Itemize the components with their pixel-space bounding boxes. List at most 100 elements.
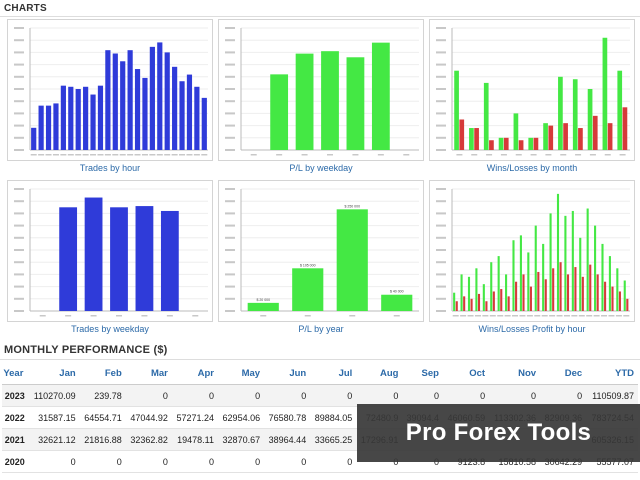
x-tick-mark xyxy=(560,154,567,156)
x-tick-mark xyxy=(301,154,308,156)
y-tick-mark xyxy=(436,188,446,190)
table-cell: 62954.06 xyxy=(217,406,265,429)
x-tick-mark xyxy=(456,154,463,156)
y-tick-mark xyxy=(436,310,446,312)
chart-pl-by-weekday xyxy=(218,19,424,161)
chart-bar xyxy=(45,105,52,150)
y-tick-mark xyxy=(225,75,235,78)
monthly-performance-title: MONTHLY PERFORMANCE ($) xyxy=(4,344,168,356)
y-tick-mark xyxy=(436,224,446,227)
x-tick-mark xyxy=(482,315,489,317)
x-tick-mark xyxy=(534,315,541,317)
chart-bar xyxy=(485,301,488,311)
chart-bar xyxy=(528,137,534,150)
table-cell: 0 xyxy=(79,450,126,473)
y-tick-mark xyxy=(225,112,235,115)
x-tick-mark xyxy=(593,315,600,317)
chart-bar xyxy=(97,85,104,150)
chart-bar xyxy=(622,107,628,150)
chart-bar xyxy=(489,140,494,150)
y-tick-mark xyxy=(225,224,235,227)
y-tick-mark xyxy=(14,224,24,227)
chart-trades-by-weekday xyxy=(7,180,213,322)
x-tick-mark xyxy=(116,315,122,317)
chart-caption-trades-by-weekday: Trades by weekday xyxy=(71,324,149,334)
table-cell: 110270.09 xyxy=(28,384,80,407)
chart-bar xyxy=(601,243,604,311)
chart-bar xyxy=(527,252,530,311)
x-tick-mark xyxy=(141,315,148,317)
table-cell: 76580.78 xyxy=(264,406,311,429)
x-tick-mark xyxy=(90,154,97,156)
chart-bar xyxy=(455,301,458,311)
chart-bar xyxy=(607,123,613,150)
column-header-mar: Mar xyxy=(125,364,172,385)
chart-bar xyxy=(194,86,200,150)
x-tick-mark xyxy=(504,315,511,317)
x-tick-mark xyxy=(82,154,89,156)
chart-bar xyxy=(542,243,545,311)
row-year-cell: 2023 xyxy=(2,384,29,407)
x-tick-mark xyxy=(500,154,507,156)
x-tick-mark xyxy=(127,154,134,156)
chart-bar xyxy=(90,94,96,150)
y-tick-mark xyxy=(14,112,24,115)
chart-bar xyxy=(110,207,128,311)
chart-bar xyxy=(549,213,552,311)
y-tick-mark xyxy=(436,124,446,127)
y-tick-mark xyxy=(14,200,24,203)
table-cell: 89884.05 xyxy=(310,406,357,429)
chart-bar xyxy=(579,237,582,311)
x-tick-mark xyxy=(179,154,186,156)
x-tick-mark xyxy=(497,315,504,317)
y-tick-mark xyxy=(225,188,235,190)
chart-bar xyxy=(295,53,314,151)
chart-bar xyxy=(112,53,118,150)
y-tick-mark xyxy=(14,136,24,139)
x-tick-mark xyxy=(149,154,156,156)
chart-bar xyxy=(529,286,532,311)
x-tick-mark xyxy=(460,315,467,317)
chart-bar xyxy=(604,281,607,311)
chart-caption-pl-by-weekday: P/L by weekday xyxy=(289,163,353,173)
x-tick-mark xyxy=(471,154,478,156)
chart-bar xyxy=(616,268,619,311)
chart-bar xyxy=(534,225,537,311)
y-tick-mark xyxy=(436,212,446,215)
x-tick-mark xyxy=(530,154,537,156)
column-header-sep: Sep xyxy=(402,364,443,385)
x-tick-mark xyxy=(377,154,384,156)
chart-bar xyxy=(572,79,578,150)
chart-bar xyxy=(515,281,518,311)
table-cell: 0 xyxy=(540,384,587,407)
y-tick-mark xyxy=(436,285,446,288)
y-tick-mark xyxy=(225,27,235,29)
x-tick-mark xyxy=(112,154,119,156)
x-tick-mark xyxy=(75,154,82,156)
chart-wins-losses-profit-by-hour xyxy=(429,180,635,322)
x-tick-mark xyxy=(104,154,111,156)
x-tick-mark xyxy=(452,315,459,317)
column-header-jun: Jun xyxy=(264,364,311,385)
x-tick-mark xyxy=(193,154,200,156)
column-header-ytd: YTD xyxy=(586,364,638,385)
y-tick-mark xyxy=(436,236,446,239)
chart-caption-trades-by-hour: Trades by hour xyxy=(79,163,141,173)
table-cell: 21816.88 xyxy=(79,428,126,451)
x-tick-mark xyxy=(563,315,570,317)
x-tick-mark xyxy=(541,315,548,317)
y-tick-mark xyxy=(225,212,235,215)
y-tick-mark xyxy=(14,124,24,127)
chart-bar xyxy=(463,296,466,311)
y-tick-mark xyxy=(225,63,235,66)
chart-bar xyxy=(38,105,44,150)
chart-bar xyxy=(497,256,500,311)
table-cell: 0 xyxy=(125,384,172,407)
chart-bar xyxy=(571,210,574,311)
y-tick-mark xyxy=(225,51,235,54)
chart-pl-by-year: $ 20 000 $ 105 000 $ 250 000 $ 40 000 xyxy=(218,180,424,322)
chart-bar xyxy=(533,137,539,150)
chart-bar xyxy=(548,125,554,150)
table-cell: 33665.25 xyxy=(310,428,357,451)
chart-bar xyxy=(592,115,598,150)
